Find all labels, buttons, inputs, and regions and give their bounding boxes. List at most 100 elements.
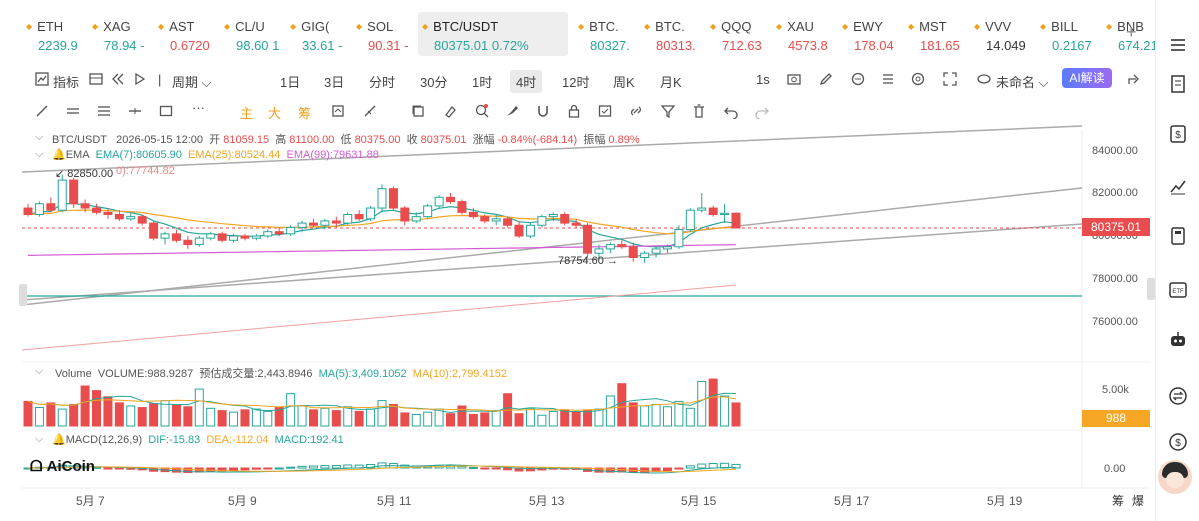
collapse-main-icon[interactable]: ⌵ xyxy=(35,131,44,143)
play-icon[interactable] xyxy=(132,71,148,87)
ticker-bnb[interactable]: ◆ BNB 674.21 xyxy=(1102,12,1168,56)
indicator-icon[interactable] xyxy=(34,71,50,87)
ticker-mst[interactable]: ◆ MST 181.65 xyxy=(904,12,970,56)
list-icon[interactable] xyxy=(880,71,896,87)
eraser-icon[interactable] xyxy=(442,103,458,119)
collapse-volume-icon[interactable]: ⌵ xyxy=(35,365,44,377)
layout-icon[interactable] xyxy=(976,71,992,87)
candle-body xyxy=(354,214,364,220)
ticker-vvv[interactable]: ◆ VVV 14.049 xyxy=(970,12,1036,56)
ticker-xau[interactable]: ◆ XAU 4573.8 xyxy=(772,12,838,56)
copy-icon[interactable] xyxy=(410,103,426,119)
volume-bar xyxy=(343,406,353,427)
period-timeline[interactable]: 分时 xyxy=(369,75,396,90)
ticker-xag[interactable]: ◆ XAG 78.94 - xyxy=(88,12,154,56)
period-30m[interactable]: 30分 xyxy=(420,75,448,90)
right-collapse-handle[interactable] xyxy=(1147,278,1155,300)
macd-histogram-bar xyxy=(263,467,273,470)
menu-icon[interactable] xyxy=(1168,35,1188,55)
tag-main[interactable]: 主 xyxy=(240,106,254,121)
interval-select[interactable]: 1s xyxy=(756,72,770,87)
macd-histogram-bar xyxy=(320,465,330,469)
rectangle-icon[interactable] xyxy=(158,103,174,119)
period-1h[interactable]: 1时 xyxy=(472,75,493,90)
macd-histogram-bar xyxy=(662,467,672,472)
magnet-icon[interactable] xyxy=(535,103,551,119)
trash-icon[interactable] xyxy=(691,103,707,119)
horizontal-line-icon[interactable] xyxy=(127,103,143,119)
ticker-btc[interactable]: ◆ BTC. 80327. xyxy=(574,12,640,56)
liquidation-toggle[interactable]: 爆 xyxy=(1132,494,1145,508)
period-4h[interactable]: 4时 xyxy=(510,70,543,93)
collapse-macd-icon[interactable]: ⌵ xyxy=(35,433,44,445)
pen-icon[interactable] xyxy=(818,71,834,87)
candle-body xyxy=(480,216,490,222)
redo-icon[interactable] xyxy=(754,103,770,119)
tag-chips[interactable]: 筹 xyxy=(298,106,312,121)
favorite-icon: ◆ xyxy=(908,22,915,31)
ticker-ast[interactable]: ◆ AST 0.6720 xyxy=(154,12,220,56)
zoom-icon[interactable] xyxy=(474,103,490,119)
ticker-clu[interactable]: ◆ CL/U 98.60 1 xyxy=(220,12,286,56)
ticker-eth[interactable]: ◆ ETH 2239.9 xyxy=(22,12,88,56)
candle-body xyxy=(126,216,136,220)
avatar[interactable] xyxy=(1158,460,1192,494)
gear-icon[interactable] xyxy=(910,71,926,87)
period-12h[interactable]: 12时 xyxy=(562,75,590,90)
chart-canvas[interactable] xyxy=(0,0,1155,521)
candle-body xyxy=(617,244,627,248)
volume-bar xyxy=(651,403,661,427)
ticker-symbol: ◆ VVV xyxy=(974,19,1012,34)
ticker-gig[interactable]: ◆ GIG(33.61 - xyxy=(286,12,352,56)
ticker-btcusdt[interactable]: ◆ BTC/USDT 80375.01 0.72% xyxy=(418,12,568,56)
filter-icon[interactable] xyxy=(660,103,676,119)
period-3d[interactable]: 3日 xyxy=(324,75,345,90)
period-month[interactable]: 月K xyxy=(660,75,682,90)
undo-icon[interactable] xyxy=(723,103,739,119)
candle-body xyxy=(468,211,478,218)
ticker-sol[interactable]: ◆ SOL 90.31 - xyxy=(352,12,418,56)
macd-y-tick: 0.00 xyxy=(1104,463,1126,475)
left-collapse-handle[interactable] xyxy=(19,284,27,306)
period-menu-button[interactable]: 周期 ⌵ xyxy=(172,75,212,90)
compare-icon[interactable] xyxy=(850,71,866,87)
ticker-btc[interactable]: ◆ BTC. 80313. xyxy=(640,12,706,56)
period-week[interactable]: 周K xyxy=(613,75,635,90)
more-tools-icon[interactable]: ··· xyxy=(192,100,205,115)
ticker-bill[interactable]: ◆ BILL 0.2167 xyxy=(1036,12,1102,56)
etf-icon[interactable]: ETF xyxy=(1168,280,1188,300)
lock-icon[interactable] xyxy=(566,103,582,119)
fullscreen-icon[interactable] xyxy=(942,71,958,87)
camera-icon[interactable] xyxy=(786,71,802,87)
share-icon[interactable] xyxy=(1126,71,1142,87)
dollar-icon[interactable]: $ xyxy=(1168,124,1188,144)
ai-interpret-button[interactable]: AI解读 xyxy=(1062,68,1112,88)
chips-toggle[interactable]: 筹 xyxy=(1112,494,1125,508)
sync-icon[interactable] xyxy=(330,103,346,119)
channel-icon[interactable] xyxy=(96,103,112,119)
period-1d[interactable]: 1日 xyxy=(280,75,301,90)
volume-bar xyxy=(69,403,79,427)
robot-icon[interactable] xyxy=(1168,330,1188,350)
brush-icon[interactable] xyxy=(504,103,520,119)
parallel-line-icon[interactable] xyxy=(65,103,81,119)
link-icon[interactable] xyxy=(628,103,644,119)
ticker-ewy[interactable]: ◆ EWY 178.04 xyxy=(838,12,904,56)
ruler-icon[interactable] xyxy=(362,103,378,119)
rewind-icon[interactable] xyxy=(110,71,126,87)
trendline-icon[interactable] xyxy=(34,103,50,119)
note-icon[interactable] xyxy=(597,103,613,119)
exchange-icon[interactable] xyxy=(1168,386,1188,406)
tag-large[interactable]: 大 xyxy=(268,106,282,121)
layout-name-select[interactable]: 未命名 ⌵ xyxy=(996,75,1049,90)
indicator-button[interactable]: 指标 xyxy=(53,75,80,90)
collapse-ema-icon[interactable]: ⌵ xyxy=(35,148,44,160)
dollar-bag-icon[interactable]: $ xyxy=(1168,432,1188,452)
chart-icon[interactable] xyxy=(1168,176,1188,196)
document-icon[interactable] xyxy=(1168,74,1188,94)
volume-bar xyxy=(423,411,433,427)
add-ticker-button[interactable]: + xyxy=(1126,22,1137,42)
template-icon[interactable] xyxy=(88,71,104,87)
calculator-icon[interactable] xyxy=(1168,226,1188,246)
ticker-qqq[interactable]: ◆ QQQ 712.63 xyxy=(706,12,772,56)
